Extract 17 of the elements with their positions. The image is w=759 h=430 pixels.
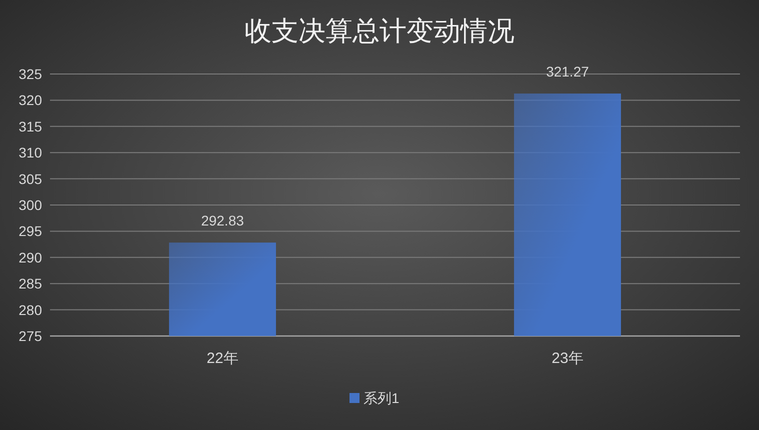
x-tick-label: 23年	[552, 350, 584, 367]
y-tick-label: 325	[18, 66, 42, 82]
y-tick-label: 285	[18, 276, 42, 292]
y-tick-label: 300	[18, 197, 42, 213]
y-tick-label: 310	[18, 144, 42, 161]
data-label: 292.83	[201, 212, 244, 229]
y-tick-label: 295	[18, 223, 42, 240]
data-label: 321.27	[546, 64, 590, 80]
y-tick-label: 280	[18, 302, 42, 318]
legend-label: 系列1	[364, 390, 400, 406]
y-tick-label: 305	[18, 170, 42, 187]
y-tick-label: 320	[18, 92, 42, 108]
x-tick-label: 22年	[206, 350, 238, 367]
chart-title: 收支决算总计变动情况	[244, 16, 514, 46]
y-tick-label: 290	[18, 249, 42, 266]
y-tick-label: 275	[18, 328, 42, 344]
y-tick-label: 315	[18, 118, 42, 134]
